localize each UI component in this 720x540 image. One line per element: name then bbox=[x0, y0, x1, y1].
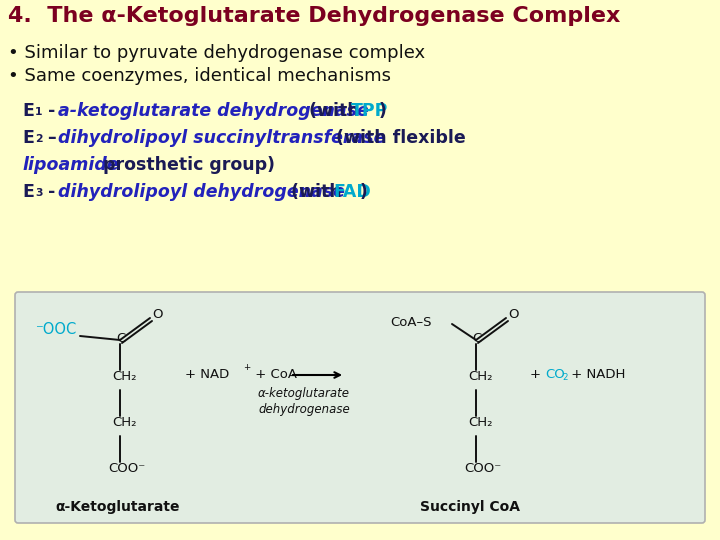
Text: CO: CO bbox=[545, 368, 564, 381]
Text: COO⁻: COO⁻ bbox=[464, 462, 501, 475]
Text: + NADH: + NADH bbox=[567, 368, 626, 381]
Text: E: E bbox=[22, 183, 34, 201]
Text: ): ) bbox=[360, 183, 368, 201]
Text: Succinyl CoA: Succinyl CoA bbox=[420, 500, 520, 514]
Text: C: C bbox=[116, 332, 125, 345]
FancyBboxPatch shape bbox=[15, 292, 705, 523]
Text: +: + bbox=[530, 368, 545, 381]
Text: (with: (with bbox=[285, 183, 348, 201]
Text: + CoA: + CoA bbox=[251, 368, 297, 381]
Text: O: O bbox=[508, 308, 518, 321]
Text: ⁻OOC: ⁻OOC bbox=[35, 322, 76, 337]
Text: 2: 2 bbox=[35, 134, 42, 144]
Text: α-Ketoglutarate: α-Ketoglutarate bbox=[55, 500, 179, 514]
Text: CH₂: CH₂ bbox=[112, 416, 137, 429]
Text: prosthetic group): prosthetic group) bbox=[97, 156, 275, 174]
Text: C: C bbox=[472, 332, 481, 345]
Text: CH₂: CH₂ bbox=[112, 370, 137, 383]
Text: dehydrogenase: dehydrogenase bbox=[258, 403, 350, 416]
Text: -: - bbox=[42, 183, 61, 201]
Text: TPP: TPP bbox=[351, 102, 388, 120]
Text: dihydrolipoyl dehydrogenase: dihydrolipoyl dehydrogenase bbox=[58, 183, 345, 201]
Text: O: O bbox=[152, 308, 163, 321]
Text: 1: 1 bbox=[35, 107, 42, 117]
Text: CH₂: CH₂ bbox=[468, 416, 492, 429]
Text: E: E bbox=[22, 102, 34, 120]
Text: 3: 3 bbox=[35, 188, 42, 198]
Text: 4.  The α-Ketoglutarate Dehydrogenase Complex: 4. The α-Ketoglutarate Dehydrogenase Com… bbox=[8, 6, 621, 26]
Text: (with flexible: (with flexible bbox=[330, 129, 466, 147]
Text: (with: (with bbox=[303, 102, 366, 120]
Text: 2: 2 bbox=[562, 373, 567, 382]
Text: lipoamide: lipoamide bbox=[22, 156, 119, 174]
Text: + NAD: + NAD bbox=[185, 368, 229, 381]
Text: α-ketoglutarate: α-ketoglutarate bbox=[258, 387, 350, 400]
Text: • Similar to pyruvate dehydrogenase complex: • Similar to pyruvate dehydrogenase comp… bbox=[8, 44, 425, 62]
Text: a-ketoglutarate dehydrogenase: a-ketoglutarate dehydrogenase bbox=[58, 102, 369, 120]
Text: FAD: FAD bbox=[333, 183, 371, 201]
Text: –: – bbox=[42, 129, 63, 147]
Text: ): ) bbox=[379, 102, 387, 120]
Text: -: - bbox=[42, 102, 61, 120]
Text: dihydrolipoyl succinyltransferase: dihydrolipoyl succinyltransferase bbox=[58, 129, 385, 147]
Text: CoA–S: CoA–S bbox=[390, 316, 431, 329]
Text: E: E bbox=[22, 129, 34, 147]
Text: COO⁻: COO⁻ bbox=[108, 462, 145, 475]
Text: +: + bbox=[243, 363, 251, 372]
Text: CH₂: CH₂ bbox=[468, 370, 492, 383]
Text: • Same coenzymes, identical mechanisms: • Same coenzymes, identical mechanisms bbox=[8, 67, 391, 85]
